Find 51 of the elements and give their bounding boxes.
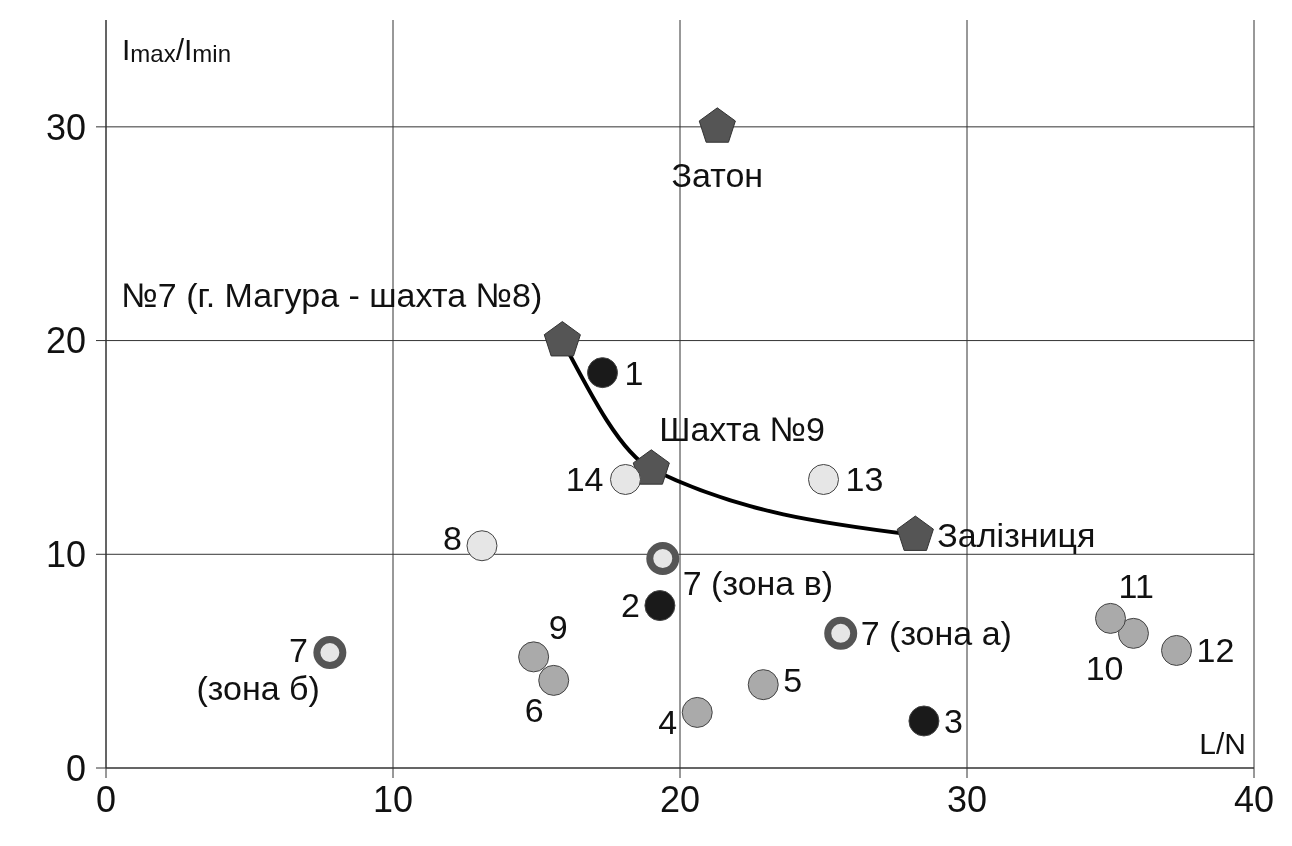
annotation: 3 — [943, 701, 963, 740]
annotation: №7 (г. Магура - шахта №8) — [121, 276, 543, 315]
annotation: Затон — [671, 155, 764, 194]
point — [466, 530, 498, 562]
point — [1117, 617, 1149, 649]
x-tick-label: 40 — [1233, 778, 1275, 820]
point — [632, 449, 670, 485]
x-axis-title: L/N — [1199, 727, 1246, 760]
annotation: 7 (зона в) — [682, 564, 834, 603]
annotation: Залізниця — [937, 515, 1096, 554]
x-tick-label: 20 — [659, 778, 701, 820]
annotation: 2 — [620, 586, 640, 625]
annotation: 7 (зона б) — [196, 631, 320, 707]
point — [587, 357, 619, 389]
point — [1161, 634, 1193, 666]
point — [543, 321, 581, 357]
annotation: 1 — [624, 353, 644, 392]
point — [644, 590, 676, 622]
point — [896, 515, 934, 551]
point — [313, 636, 347, 670]
annotation: Шахта №9 — [659, 409, 825, 448]
annotation: 12 — [1196, 631, 1235, 670]
point — [908, 705, 940, 737]
y-tick-label: 10 — [45, 534, 86, 576]
annotation: 5 — [783, 660, 803, 699]
point — [538, 664, 570, 696]
point — [698, 107, 736, 143]
point — [1095, 602, 1126, 634]
point — [681, 696, 713, 728]
annotation: 11 — [1118, 567, 1154, 606]
annotation: 9 — [548, 607, 568, 646]
annotation: 4 — [658, 703, 678, 742]
annotation: 6 — [524, 691, 544, 730]
point — [808, 463, 839, 495]
annotation: 10 — [1085, 649, 1124, 688]
annotation: 13 — [845, 460, 884, 499]
point — [609, 463, 641, 495]
point — [646, 542, 680, 576]
y-tick-label: 0 — [65, 747, 86, 789]
annotation: 7 (зона а) — [860, 614, 1012, 653]
x-tick-label: 10 — [372, 778, 414, 820]
point — [747, 669, 779, 701]
y-tick-label: 30 — [45, 106, 86, 148]
y-tick-label: 20 — [45, 320, 86, 362]
point — [518, 641, 550, 673]
x-tick-label: 0 — [95, 778, 117, 820]
annotation: 14 — [565, 460, 604, 499]
annotation: 8 — [443, 518, 462, 557]
y-axis-title: I$_{max}$/I$_{min}$ — [122, 33, 232, 68]
x-tick-label: 30 — [946, 778, 988, 820]
point — [824, 616, 858, 650]
